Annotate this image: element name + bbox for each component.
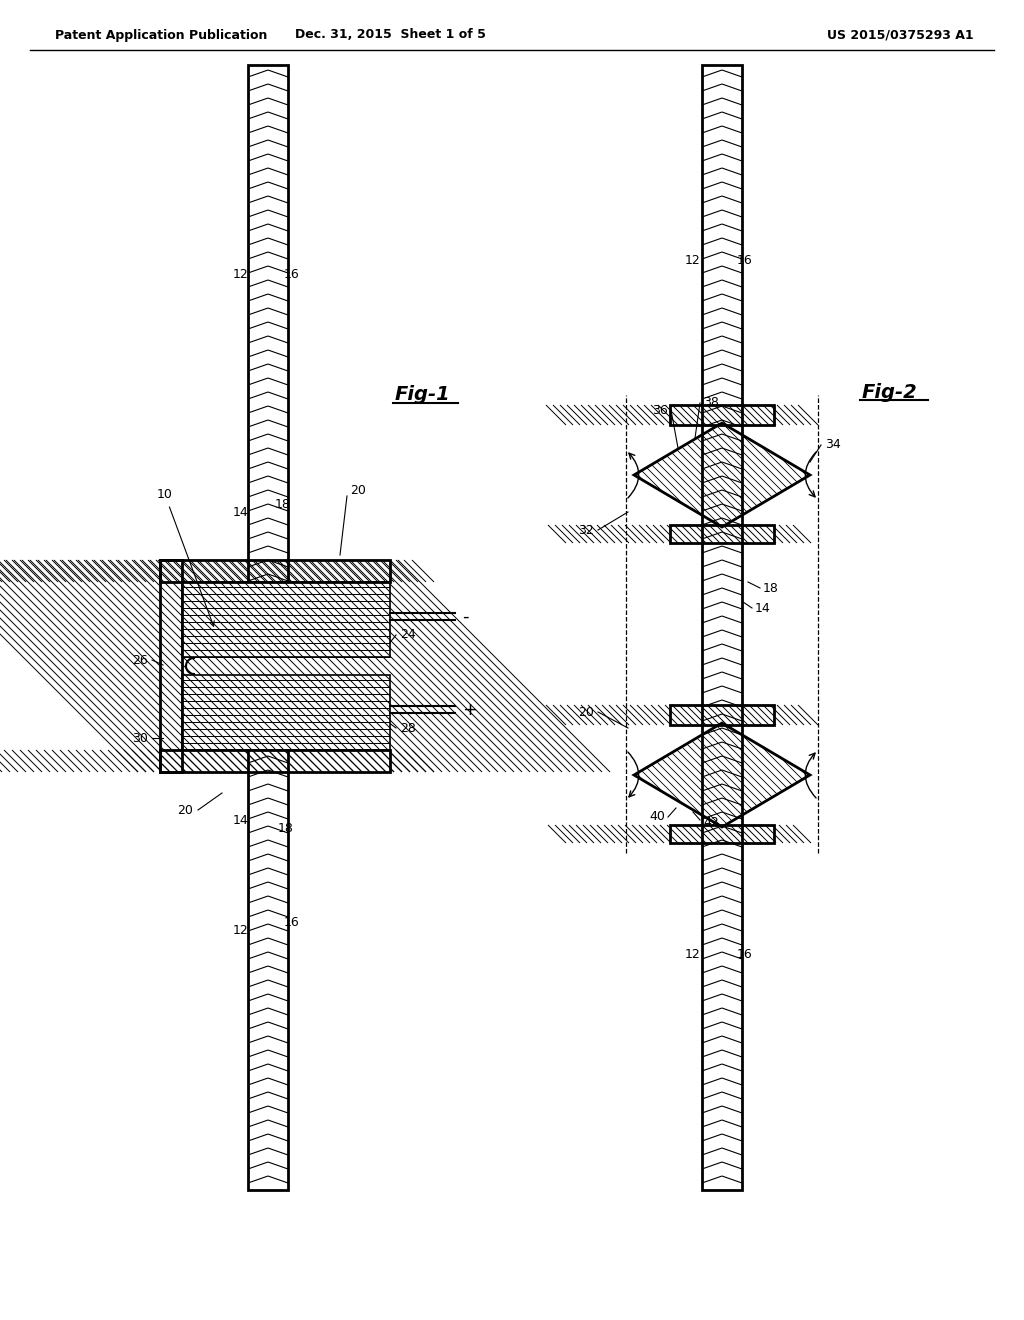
- Text: 12: 12: [684, 253, 700, 267]
- Text: US 2015/0375293 A1: US 2015/0375293 A1: [826, 29, 974, 41]
- Bar: [182, 675, 390, 750]
- Bar: [182, 582, 390, 750]
- Text: 40: 40: [649, 810, 665, 824]
- Text: 14: 14: [755, 602, 771, 615]
- Text: 32: 32: [579, 524, 594, 536]
- Text: 18: 18: [763, 582, 779, 594]
- Text: 20: 20: [350, 483, 366, 496]
- Text: 12: 12: [232, 268, 248, 281]
- Bar: [670, 525, 774, 543]
- Text: 16: 16: [284, 916, 300, 928]
- Bar: [670, 825, 774, 843]
- Bar: [182, 582, 390, 657]
- Bar: [670, 705, 774, 725]
- Text: 38: 38: [703, 396, 719, 409]
- Text: 20: 20: [579, 705, 594, 718]
- Text: +: +: [462, 701, 477, 719]
- Text: 12: 12: [232, 924, 248, 936]
- Bar: [670, 825, 774, 843]
- Bar: [160, 560, 390, 582]
- Polygon shape: [634, 723, 810, 828]
- Text: 12: 12: [684, 949, 700, 961]
- Text: -: -: [462, 609, 469, 626]
- Text: Fig-1: Fig-1: [395, 385, 451, 404]
- Bar: [160, 750, 390, 772]
- Text: 28: 28: [400, 722, 416, 734]
- Text: 18: 18: [278, 821, 294, 834]
- Polygon shape: [634, 422, 810, 527]
- Bar: [160, 560, 182, 772]
- Bar: [702, 65, 742, 1191]
- Text: Dec. 31, 2015  Sheet 1 of 5: Dec. 31, 2015 Sheet 1 of 5: [295, 29, 485, 41]
- Text: 18: 18: [275, 499, 291, 511]
- Text: Fig-2: Fig-2: [862, 383, 918, 401]
- Bar: [160, 560, 182, 772]
- Text: Patent Application Publication: Patent Application Publication: [55, 29, 267, 41]
- Text: 16: 16: [737, 949, 753, 961]
- Text: 36: 36: [652, 404, 668, 417]
- Text: 34: 34: [825, 438, 841, 451]
- Bar: [160, 750, 390, 772]
- Bar: [182, 582, 390, 657]
- Text: 26: 26: [132, 653, 148, 667]
- Text: 16: 16: [284, 268, 300, 281]
- Text: 14: 14: [232, 506, 248, 519]
- Bar: [670, 705, 774, 725]
- Text: 20: 20: [177, 804, 193, 817]
- Bar: [670, 525, 774, 543]
- Bar: [702, 65, 742, 1191]
- Bar: [160, 560, 390, 582]
- Bar: [670, 405, 774, 425]
- Text: 14: 14: [232, 813, 248, 826]
- Text: 42: 42: [703, 817, 719, 829]
- Bar: [182, 675, 390, 750]
- Text: 16: 16: [737, 253, 753, 267]
- Text: 24: 24: [400, 628, 416, 642]
- Text: 10: 10: [157, 488, 214, 626]
- Bar: [670, 405, 774, 425]
- Bar: [248, 65, 288, 1191]
- Text: 30: 30: [132, 731, 148, 744]
- Bar: [248, 65, 288, 1191]
